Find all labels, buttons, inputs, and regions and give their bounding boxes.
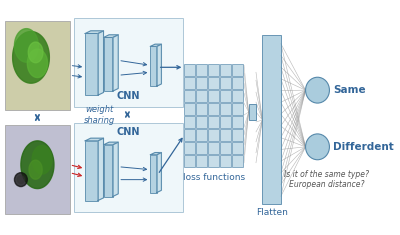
Polygon shape xyxy=(98,138,104,200)
Text: Differdent: Differdent xyxy=(333,142,394,152)
Bar xyxy=(196,90,207,102)
Text: Same: Same xyxy=(333,85,366,95)
Polygon shape xyxy=(150,153,161,155)
Polygon shape xyxy=(150,44,161,47)
Bar xyxy=(104,37,113,91)
Bar xyxy=(85,34,98,95)
Bar xyxy=(196,155,207,167)
Bar xyxy=(220,103,231,115)
Polygon shape xyxy=(104,142,118,145)
Polygon shape xyxy=(98,31,104,95)
Polygon shape xyxy=(113,35,118,91)
Polygon shape xyxy=(157,44,161,86)
Bar xyxy=(232,129,243,141)
Polygon shape xyxy=(113,142,118,196)
Bar xyxy=(74,123,182,212)
Bar xyxy=(208,90,219,102)
Bar xyxy=(232,142,243,154)
Bar xyxy=(232,64,243,76)
Polygon shape xyxy=(28,42,43,63)
Text: loss functions: loss functions xyxy=(183,173,245,182)
Bar xyxy=(196,77,207,89)
Bar xyxy=(232,155,243,167)
Bar xyxy=(208,142,219,154)
Bar xyxy=(196,129,207,141)
Polygon shape xyxy=(85,138,104,141)
Bar xyxy=(184,90,195,102)
Bar xyxy=(74,18,182,107)
Circle shape xyxy=(17,176,24,184)
Bar xyxy=(196,116,207,128)
Bar xyxy=(249,104,256,120)
Polygon shape xyxy=(14,29,38,62)
Bar xyxy=(232,77,243,89)
Text: CNN: CNN xyxy=(116,127,140,137)
Bar xyxy=(150,155,157,192)
Bar xyxy=(184,116,195,128)
Bar xyxy=(208,116,219,128)
Bar xyxy=(5,125,70,214)
Polygon shape xyxy=(157,153,161,192)
Bar xyxy=(232,103,243,115)
Bar xyxy=(220,129,231,141)
Bar xyxy=(5,21,70,110)
Bar xyxy=(208,64,219,76)
Bar xyxy=(184,77,195,89)
Polygon shape xyxy=(21,141,54,188)
Bar xyxy=(220,142,231,154)
Bar xyxy=(150,47,157,86)
Polygon shape xyxy=(27,49,48,78)
Bar xyxy=(220,64,231,76)
Bar xyxy=(220,77,231,89)
Bar xyxy=(85,141,98,200)
Polygon shape xyxy=(85,31,104,34)
Bar xyxy=(220,116,231,128)
Bar xyxy=(220,155,231,167)
Circle shape xyxy=(306,77,330,103)
Text: CNN: CNN xyxy=(116,91,140,101)
Bar xyxy=(208,103,219,115)
Bar xyxy=(184,155,195,167)
Polygon shape xyxy=(32,145,52,174)
Bar xyxy=(220,90,231,102)
Bar xyxy=(208,155,219,167)
Text: Is it of the same type?
European distance?: Is it of the same type? European distanc… xyxy=(284,170,369,189)
Polygon shape xyxy=(104,35,118,37)
Polygon shape xyxy=(13,31,49,83)
Bar xyxy=(262,35,281,204)
Text: Flatten: Flatten xyxy=(256,208,288,217)
Bar xyxy=(184,142,195,154)
Bar xyxy=(184,64,195,76)
Bar xyxy=(196,142,207,154)
Circle shape xyxy=(14,173,27,187)
Bar xyxy=(104,145,113,196)
Bar xyxy=(208,77,219,89)
Bar xyxy=(184,103,195,115)
Bar xyxy=(232,90,243,102)
Bar xyxy=(184,129,195,141)
Text: weight
sharing: weight sharing xyxy=(84,105,116,125)
Polygon shape xyxy=(29,160,42,179)
Bar xyxy=(196,103,207,115)
Circle shape xyxy=(306,134,330,160)
Bar xyxy=(208,129,219,141)
Bar xyxy=(196,64,207,76)
Bar xyxy=(232,116,243,128)
